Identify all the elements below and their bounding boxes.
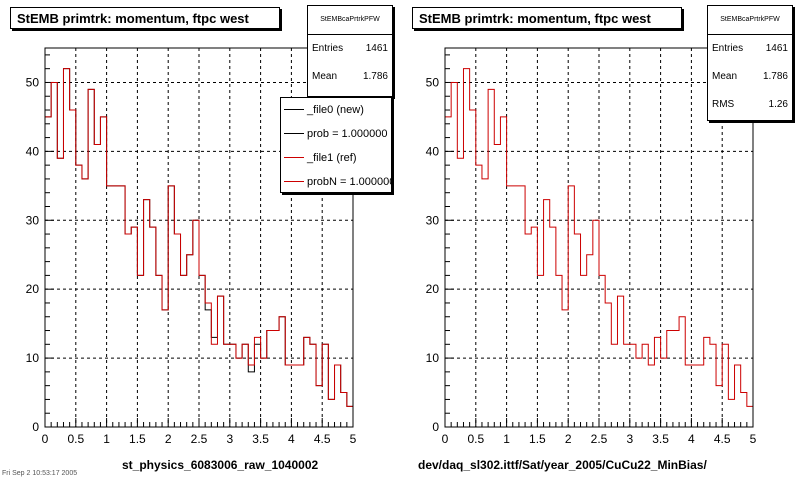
- left-stats-header: StEMBcaPrtrkPFW: [308, 6, 392, 35]
- right-x-tick-label: 0.5: [467, 432, 484, 446]
- left-x-tick-label: 0: [42, 432, 49, 446]
- left-x-tick-label: 2.5: [191, 432, 208, 446]
- legend-swatch-1: [284, 133, 304, 134]
- left-stats-mean-label: Mean: [312, 71, 338, 82]
- left-stats-box: StEMBcaPrtrkPFW Entries 1461 Mean 1.786: [307, 5, 393, 97]
- left-stats-entries: 1461: [365, 43, 388, 54]
- legend-label-1: prob = 1.000000: [307, 128, 388, 140]
- left-plot-frame: [44, 47, 354, 428]
- left-stats-entries-label: Entries: [312, 43, 344, 54]
- left-x-tick-label: 3.5: [252, 432, 269, 446]
- legend-swatch-0: [284, 109, 304, 110]
- left-x-tick-label: 2: [165, 432, 172, 446]
- left-y-tick-label: 20: [26, 282, 40, 296]
- right-y-tick-label: 20: [426, 282, 440, 296]
- left-legend: _file0 (new) prob = 1.000000 _file1 (ref…: [280, 97, 392, 193]
- right-x-tick-label: 4.5: [714, 432, 731, 446]
- right-file-label: dev/daq_sl302.ittf/Sat/year_2005/CuCu22_…: [418, 458, 707, 472]
- left-x-tick-label: 5: [350, 432, 357, 446]
- right-stats-mean-label: Mean: [712, 71, 738, 82]
- right-x-tick-label: 1: [503, 432, 510, 446]
- right-x-tick-label: 0: [442, 432, 449, 446]
- left-stats-mean: 1.786: [362, 71, 388, 82]
- right-x-tick-label: 2.5: [591, 432, 608, 446]
- legend-entry: probN = 1.000000: [281, 170, 392, 192]
- right-x-tick-label: 2: [565, 432, 572, 446]
- legend-swatch-2: [284, 157, 304, 158]
- right-stats-entries-label: Entries: [712, 43, 744, 54]
- right-stats-mean: 1.786: [762, 71, 788, 82]
- left-x-tick-label: 0.5: [67, 432, 84, 446]
- legend-swatch-3: [284, 181, 304, 182]
- right-x-tick-label: 1.5: [529, 432, 546, 446]
- right-x-tick-label: 3: [626, 432, 633, 446]
- right-y-tick-label: 10: [426, 351, 440, 365]
- left-x-tick-label: 1: [103, 432, 110, 446]
- legend-label-0: _file0 (new): [307, 104, 364, 116]
- legend-label-2: _file1 (ref): [307, 152, 357, 164]
- left-y-tick-label: 50: [26, 75, 40, 89]
- left-x-tick-label: 4: [288, 432, 295, 446]
- right-series-0: [444, 68, 754, 427]
- left-file-label: st_physics_6083006_raw_1040002: [122, 458, 319, 472]
- right-stats-box: StEMBcaPrtrkPFW Entries 1461 Mean 1.786 RM…: [707, 5, 793, 121]
- right-x-tick-label: 5: [750, 432, 757, 446]
- left-x-tick-label: 4.5: [314, 432, 331, 446]
- right-y-tick-label: 40: [426, 144, 440, 158]
- right-stats-header: StEMBcaPrtrkPFW: [708, 6, 792, 35]
- left-x-tick-label: 1.5: [129, 432, 146, 446]
- right-stats-rms: 1.26: [768, 99, 788, 110]
- right-plot-frame: [444, 47, 754, 428]
- left-y-tick-label: 30: [26, 213, 40, 227]
- right-stats-entries: 1461: [765, 43, 788, 54]
- right-x-tick-label: 4: [688, 432, 695, 446]
- right-stats-rms-label: RMS: [712, 99, 735, 110]
- right-y-tick-label: 30: [426, 213, 440, 227]
- right-y-tick-label: 50: [426, 75, 440, 89]
- legend-label-3: probN = 1.000000: [307, 176, 392, 188]
- legend-entry: _file1 (ref): [281, 146, 391, 170]
- right-chart-title: StEMB primtrk: momentum, ftpc west: [412, 7, 682, 29]
- right-x-tick-label: 3.5: [652, 432, 669, 446]
- right-y-tick-label: 0: [432, 420, 439, 434]
- left-y-tick-label: 10: [26, 351, 40, 365]
- left-y-tick-label: 40: [26, 144, 40, 158]
- legend-entry: prob = 1.000000: [281, 122, 391, 146]
- left-x-tick-label: 3: [226, 432, 233, 446]
- left-series-1: [44, 68, 354, 427]
- left-chart-title: StEMB primtrk: momentum, ftpc west: [10, 7, 280, 29]
- footer-timestamp: Fri Sep 2 10:53:17 2005: [2, 470, 78, 477]
- legend-entry: _file0 (new): [281, 98, 391, 122]
- left-y-tick-label: 0: [32, 420, 39, 434]
